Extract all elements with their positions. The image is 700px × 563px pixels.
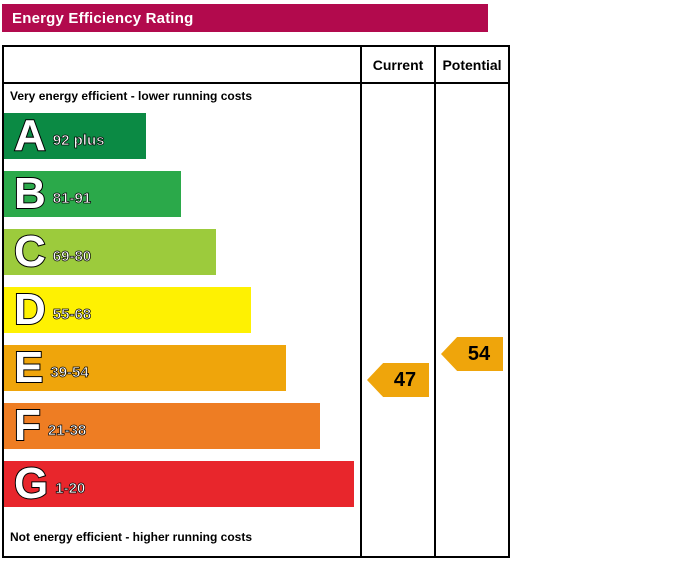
chart-title: Energy Efficiency Rating	[12, 9, 194, 27]
band-row-e: E 39-54	[4, 343, 286, 392]
top-note: Very energy efficient - lower running co…	[10, 89, 253, 103]
band-row-a: A 92 plus	[4, 111, 146, 160]
column-divider-current	[360, 47, 362, 556]
bottom-note: Not energy efficient - higher running co…	[10, 530, 253, 544]
band-range-a: 92 plus	[52, 131, 105, 149]
band-range-c: 69-80	[52, 247, 92, 265]
column-divider-potential	[434, 47, 436, 556]
band-row-b: B 81-91	[4, 169, 181, 218]
band-letter-a: A	[13, 111, 47, 160]
band-letter-b: B	[13, 169, 47, 218]
current-column-header: Current	[372, 56, 424, 73]
band-range-d: 55-68	[52, 305, 92, 323]
band-row-c: C 69-80	[4, 227, 216, 276]
rating-table: Current Potential Very energy efficient …	[2, 45, 510, 558]
header-divider	[4, 82, 508, 84]
band-range-b: 81-91	[52, 189, 92, 207]
chart-title-bar: Energy Efficiency Rating	[2, 4, 488, 32]
potential-rating-value: 54	[467, 342, 491, 365]
band-row-d: D 55-68	[4, 285, 251, 334]
band-letter-c: C	[13, 227, 47, 276]
band-letter-e: E	[13, 343, 44, 392]
band-letter-g: G	[13, 459, 49, 508]
band-letter-f: F	[13, 401, 42, 450]
band-range-f: 21-38	[47, 421, 87, 439]
current-rating-value: 47	[393, 368, 417, 391]
potential-rating-arrow: 54	[441, 337, 503, 371]
current-rating-arrow: 47	[367, 363, 429, 397]
band-row-g: G 1-20	[4, 459, 354, 508]
potential-column-header: Potential	[442, 56, 502, 73]
band-letter-d: D	[13, 285, 47, 334]
band-range-e: 39-54	[50, 363, 89, 381]
band-row-f: F 21-38	[4, 401, 320, 450]
band-range-g: 1-20	[55, 479, 86, 497]
